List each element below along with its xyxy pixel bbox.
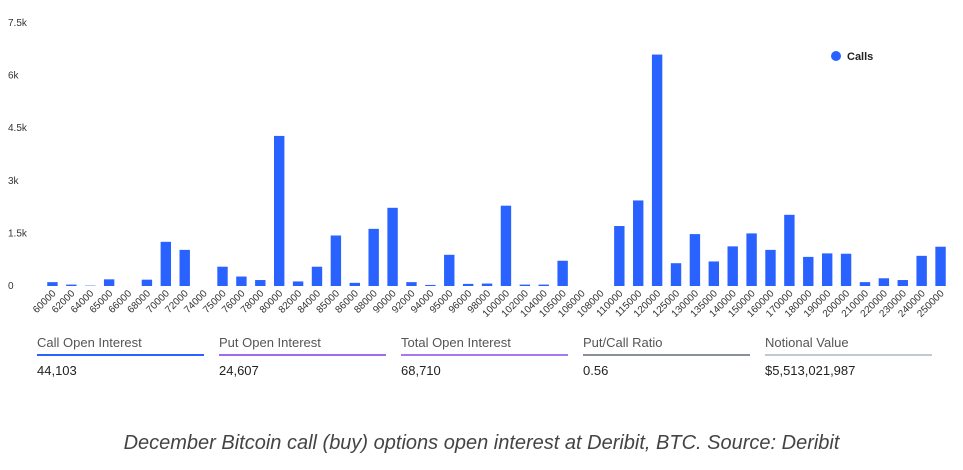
stat-underline: [401, 354, 568, 356]
bar-150000[interactable]: [746, 233, 757, 286]
bar-130000[interactable]: [689, 234, 701, 286]
y-axis: 0 1.5k 3k 4.5k 6k 7.5k: [8, 18, 28, 292]
bar-125000[interactable]: [670, 263, 682, 286]
bar-60000[interactable]: [47, 282, 58, 286]
bar-78000[interactable]: [255, 280, 266, 286]
bar-86000[interactable]: [349, 282, 360, 286]
bar-160000[interactable]: [765, 249, 776, 286]
y-tick-label: 0: [8, 281, 14, 292]
legend[interactable]: Calls: [831, 51, 873, 63]
bar-200000[interactable]: [840, 253, 852, 286]
stat-value: 44,103: [37, 363, 77, 378]
stat-label: Call Open Interest: [37, 335, 142, 350]
bar-72000[interactable]: [179, 249, 190, 286]
stat-total-open-interest: Total Open Interest 68,710: [401, 333, 568, 378]
stat-value: 24,607: [219, 363, 259, 378]
y-tick-label: 3k: [8, 176, 20, 187]
bar-82000[interactable]: [292, 281, 304, 286]
bar-68000[interactable]: [141, 279, 153, 286]
bar-220000[interactable]: [878, 278, 890, 286]
bar-104000[interactable]: [538, 284, 549, 286]
bar-88000[interactable]: [368, 228, 379, 286]
stat-label: Total Open Interest: [401, 335, 511, 350]
bar-80000[interactable]: [274, 135, 285, 286]
bar-100000[interactable]: [500, 205, 512, 286]
stat-notional-value: Notional Value $5,513,021,987: [765, 333, 932, 378]
bar-84000[interactable]: [311, 266, 323, 286]
bar-180000[interactable]: [803, 256, 814, 286]
bar-240000[interactable]: [916, 255, 927, 286]
bar-98000[interactable]: [481, 283, 493, 286]
x-axis: 6000062000640006500066000680007000072000…: [31, 288, 947, 320]
bar-92000[interactable]: [406, 282, 417, 286]
bar-65000[interactable]: [103, 279, 115, 286]
bar-115000[interactable]: [633, 200, 644, 286]
y-tick-label: 4.5k: [8, 123, 28, 134]
bar-85000[interactable]: [330, 235, 342, 286]
figure-caption: December Bitcoin call (buy) options open…: [123, 432, 840, 454]
legend-marker-calls: [831, 51, 841, 61]
stat-put-call-ratio: Put/Call Ratio 0.56: [583, 333, 750, 378]
bar-135000[interactable]: [708, 261, 719, 286]
bar-96000[interactable]: [462, 283, 474, 286]
stat-underline: [583, 354, 750, 356]
bar-75000[interactable]: [217, 266, 228, 286]
stat-underline: [765, 354, 932, 356]
stat-value: $5,513,021,987: [765, 363, 856, 378]
legend-label-calls: Calls: [847, 51, 873, 63]
stat-put-open-interest: Put Open Interest 24,607: [219, 333, 386, 378]
stat-underline: [37, 354, 204, 356]
bar-230000[interactable]: [897, 280, 908, 286]
stat-label: Notional Value: [765, 335, 849, 350]
bar-102000[interactable]: [519, 284, 531, 286]
stat-underline: [219, 354, 386, 356]
bar-94000[interactable]: [425, 284, 436, 286]
stat-call-open-interest: Call Open Interest 44,103: [37, 333, 204, 378]
stat-label: Put/Call Ratio: [583, 335, 663, 350]
bar-70000[interactable]: [160, 241, 172, 286]
bar-210000[interactable]: [859, 282, 871, 286]
y-tick-label: 7.5k: [8, 18, 28, 29]
bar-90000[interactable]: [387, 207, 398, 286]
stat-value: 0.56: [583, 363, 609, 378]
bars: [47, 54, 946, 287]
bar-76000[interactable]: [236, 276, 247, 286]
bar-62000[interactable]: [66, 284, 77, 286]
bar-170000[interactable]: [784, 214, 795, 286]
bar-190000[interactable]: [821, 253, 833, 286]
bar-140000[interactable]: [727, 246, 738, 286]
bar-110000[interactable]: [614, 226, 625, 286]
bar-105000[interactable]: [557, 260, 568, 286]
calls-bar-chart: 0 1.5k 3k 4.5k 6k 7.5k 6000062000640006500066…: [8, 18, 947, 320]
stat-label: Put Open Interest: [219, 335, 321, 350]
open-interest-stats: Call Open Interest 44,103 Put Open Inter…: [37, 333, 947, 378]
stat-value: 68,710: [401, 363, 441, 378]
y-tick-label: 1.5k: [8, 228, 28, 239]
bar-250000[interactable]: [935, 246, 946, 286]
bar-120000[interactable]: [651, 54, 663, 287]
y-tick-label: 6k: [8, 71, 20, 82]
bar-95000[interactable]: [444, 254, 455, 286]
